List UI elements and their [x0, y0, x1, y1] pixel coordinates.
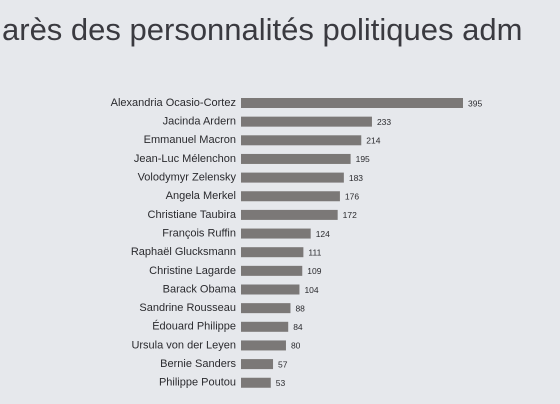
category-label: Édouard Philippe	[152, 320, 236, 333]
category-label: Emmanuel Macron	[144, 134, 236, 146]
value-label: 111	[308, 247, 321, 257]
bar	[241, 340, 286, 351]
value-label: 109	[307, 266, 321, 276]
value-label: 183	[349, 173, 363, 183]
bar	[241, 247, 304, 258]
bar	[241, 321, 289, 332]
bar	[241, 228, 311, 239]
category-label: Barack Obama	[163, 283, 237, 295]
value-label: 233	[377, 117, 391, 127]
category-label: Angela Merkel	[166, 190, 236, 202]
value-label: 104	[304, 285, 318, 295]
bar	[241, 191, 340, 202]
value-label: 80	[291, 341, 301, 351]
bar	[241, 303, 291, 314]
bar	[241, 265, 303, 276]
value-label: 176	[345, 192, 359, 202]
value-label: 195	[356, 154, 370, 164]
bar	[241, 209, 338, 220]
value-label: 57	[278, 359, 288, 369]
bar	[241, 284, 300, 295]
value-label: 84	[293, 322, 303, 332]
bar	[241, 359, 274, 370]
value-label: 124	[316, 229, 330, 239]
category-label: Raphaël Glucksmann	[131, 246, 236, 258]
category-label: François Ruffin	[162, 227, 236, 239]
category-label: Jacinda Ardern	[163, 116, 236, 128]
bar	[241, 116, 372, 127]
bar	[241, 153, 351, 164]
bar	[241, 135, 362, 146]
category-label: Alexandria Ocasio-Cortez	[111, 97, 236, 109]
category-label: Philippe Poutou	[159, 377, 236, 389]
value-label: 172	[343, 210, 357, 220]
bar	[241, 98, 463, 108]
category-label: Volodymyr Zelensky	[138, 172, 237, 184]
value-label: 53	[276, 378, 286, 388]
value-label: 395	[468, 98, 482, 108]
category-label: Christine Lagarde	[149, 265, 236, 277]
category-label: Ursula von der Leyen	[131, 339, 236, 351]
bar	[241, 377, 271, 388]
value-label: 88	[295, 303, 305, 313]
chart-title: arès des personnalités politiques adm	[2, 12, 522, 47]
value-label: 214	[366, 136, 380, 146]
category-label: Sandrine Rousseau	[139, 302, 236, 314]
category-label: Bernie Sanders	[160, 358, 236, 370]
category-label: Jean-Luc Mélenchon	[134, 153, 236, 165]
category-label: Christiane Taubira	[148, 209, 237, 221]
bar	[241, 172, 344, 183]
